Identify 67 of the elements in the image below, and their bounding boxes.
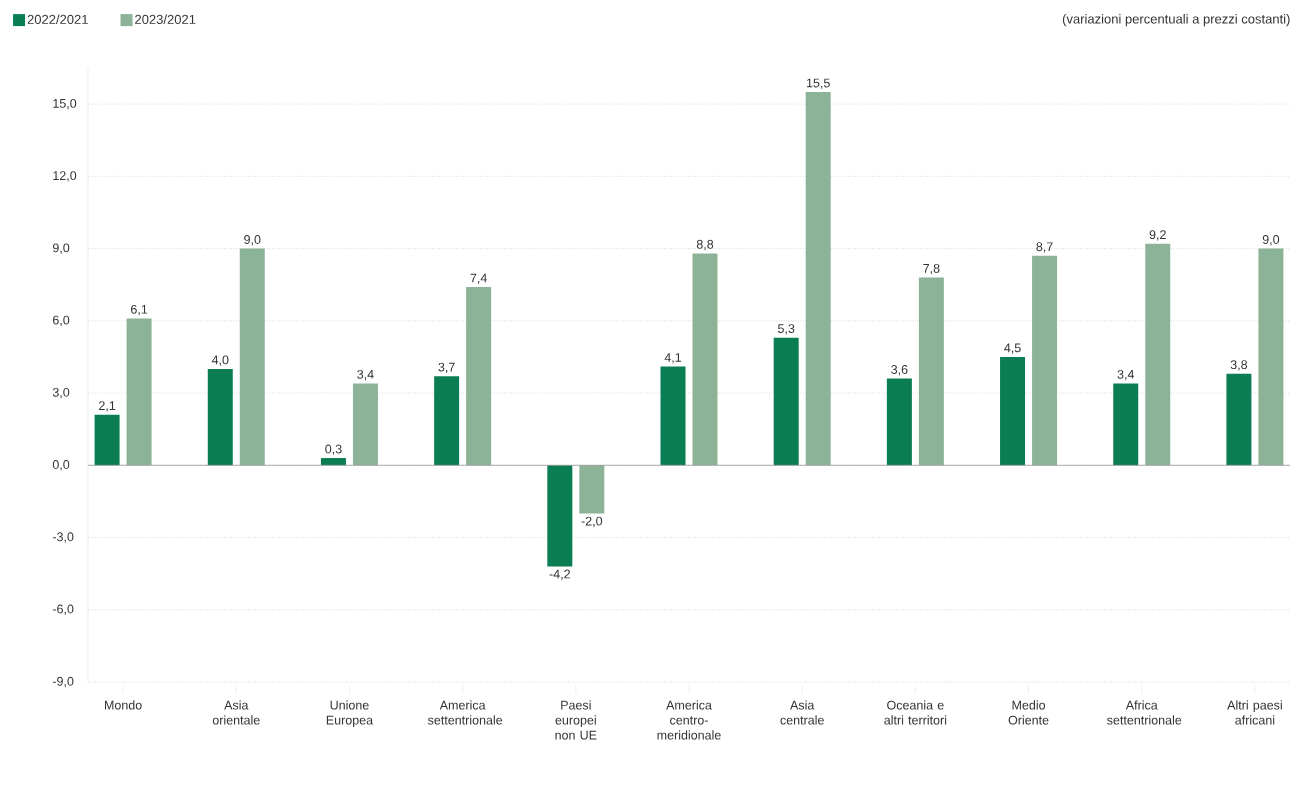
data-label: 3,4 — [1117, 369, 1135, 381]
bar — [434, 376, 460, 466]
data-label: 9,0 — [1262, 235, 1280, 246]
x-tick-label: Africa settentrionale — [1107, 700, 1182, 725]
bar — [579, 465, 605, 514]
bar — [207, 368, 233, 466]
y-tick-label: 0,0 — [52, 460, 70, 471]
data-label: 9,0 — [244, 235, 261, 246]
bar — [1145, 243, 1171, 466]
y-tick-label: 12,0 — [53, 171, 77, 182]
bar — [239, 248, 265, 466]
data-label: 3,8 — [1230, 360, 1248, 371]
data-label: 2,1 — [99, 401, 116, 412]
data-label: 5,3 — [778, 324, 795, 335]
data-label: 8,8 — [696, 239, 714, 251]
bar — [1226, 373, 1252, 466]
bar — [1258, 248, 1284, 466]
x-tick-label: Asia centrale — [780, 700, 824, 725]
bar — [94, 414, 120, 466]
bar — [320, 458, 346, 466]
y-tick-label: 15,0 — [53, 98, 77, 110]
data-label: 15,5 — [806, 78, 830, 89]
bar — [466, 287, 492, 466]
x-tick-label: Paesi europei non UE — [555, 700, 597, 740]
x-tick-label: Unione Europea — [326, 700, 374, 728]
data-label: 4,1 — [664, 353, 682, 364]
bar — [660, 366, 686, 466]
legend-label: 2023/2021 — [135, 14, 196, 24]
data-label: 7,8 — [923, 263, 940, 275]
bar — [1032, 255, 1058, 466]
y-tick-label: -3,0 — [52, 532, 74, 543]
x-tick-label: Altri paesi africani — [1227, 700, 1282, 725]
bar — [352, 383, 378, 466]
bar — [918, 277, 944, 466]
y-tick-label: 3,0 — [52, 387, 70, 399]
chart-subtitle: (variazioni percentuali a prezzi costanti) — [1062, 14, 1290, 27]
bar — [692, 253, 718, 466]
x-tick-label: America settentrionale — [427, 700, 503, 725]
y-tick-label: -9,0 — [52, 676, 74, 688]
x-tick-label: America centro-meridionale — [657, 700, 721, 740]
data-label: 4,0 — [211, 355, 229, 366]
data-label: 9,2 — [1149, 230, 1166, 241]
data-label: 0,3 — [325, 444, 342, 455]
bar — [805, 92, 831, 466]
x-tick-label: Oceania e altri territori — [884, 700, 947, 725]
bar — [773, 337, 799, 466]
data-label: -2,0 — [581, 516, 603, 527]
data-label: 7,4 — [470, 273, 487, 284]
bar — [126, 318, 152, 466]
bar — [1000, 356, 1026, 466]
data-label: 3,7 — [438, 362, 455, 373]
data-label: -4,2 — [549, 569, 570, 580]
y-tick-label: 6,0 — [53, 315, 70, 326]
x-tick-label: Medio Oriente — [1008, 700, 1049, 725]
bar — [547, 465, 573, 567]
data-label: 3,4 — [357, 369, 374, 381]
x-tick-label: Asia orientale — [212, 700, 260, 725]
data-label: 4,5 — [1004, 343, 1021, 354]
data-label: 3,6 — [891, 365, 908, 376]
x-tick-label: Mondo — [105, 700, 142, 710]
legend-label: 2022/2021 — [27, 14, 88, 24]
bar — [1113, 383, 1139, 466]
data-label: 8,7 — [1036, 242, 1053, 253]
y-tick-label: -6,0 — [52, 604, 74, 615]
bar — [886, 378, 912, 466]
data-label: 6,1 — [131, 304, 148, 316]
y-tick-label: 9,0 — [52, 243, 70, 254]
